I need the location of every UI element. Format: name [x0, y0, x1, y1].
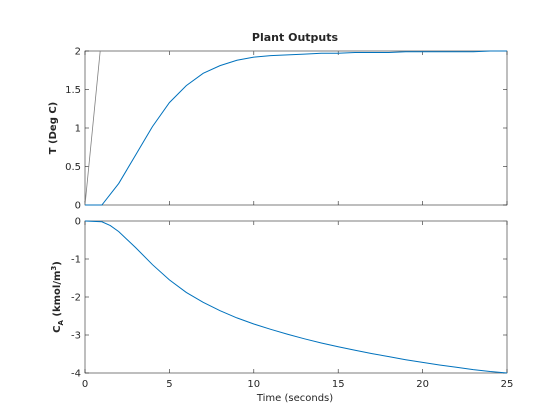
- ylabel-close: ): [52, 261, 63, 266]
- ylabel-unit: (kmol/m: [52, 271, 63, 321]
- ytick-label: 1: [75, 124, 81, 135]
- xlabel: Time (seconds): [256, 393, 333, 404]
- xtick-label: 5: [166, 379, 172, 390]
- ytick-label: -1: [71, 255, 81, 266]
- ytick-label: 0.5: [65, 162, 81, 173]
- ytick-label: -2: [71, 293, 81, 304]
- chart-title: Plant Outputs: [252, 31, 339, 44]
- response-line: [85, 50, 507, 206]
- subplot-concentration: 0 -1 -2 -3 -4 0 5 10 15 20 25 CA (kmol/m3): [50, 217, 513, 391]
- ytick-label: 2: [75, 47, 81, 58]
- xtick-label: 25: [501, 379, 514, 390]
- ylabel-sub: A: [57, 320, 65, 326]
- ytick-label: 0: [75, 201, 81, 212]
- ytick-label: 0: [75, 217, 81, 228]
- xtick-label: 15: [332, 379, 345, 390]
- ylabel-sup: 3: [50, 266, 58, 271]
- subplot-temperature: 0 0.5 1 1.5 2 T (Deg C): [48, 47, 508, 212]
- response-line: [84, 220, 508, 374]
- ylabel-c: C: [52, 326, 63, 333]
- xtick-label: 20: [416, 379, 429, 390]
- ytick-label: 1.5: [65, 85, 81, 96]
- ylabel-temperature: T (Deg C): [48, 102, 59, 155]
- ytick-label: -4: [71, 369, 81, 380]
- xtick-label: 10: [247, 379, 260, 390]
- plot-area-concentration: [84, 220, 508, 374]
- xtick-label: 0: [82, 379, 88, 390]
- plot-area-temperature: [84, 50, 508, 206]
- ylabel-concentration: CA (kmol/m3): [50, 261, 65, 333]
- ytick-label: -3: [71, 331, 81, 342]
- reference-line: [84, 50, 507, 206]
